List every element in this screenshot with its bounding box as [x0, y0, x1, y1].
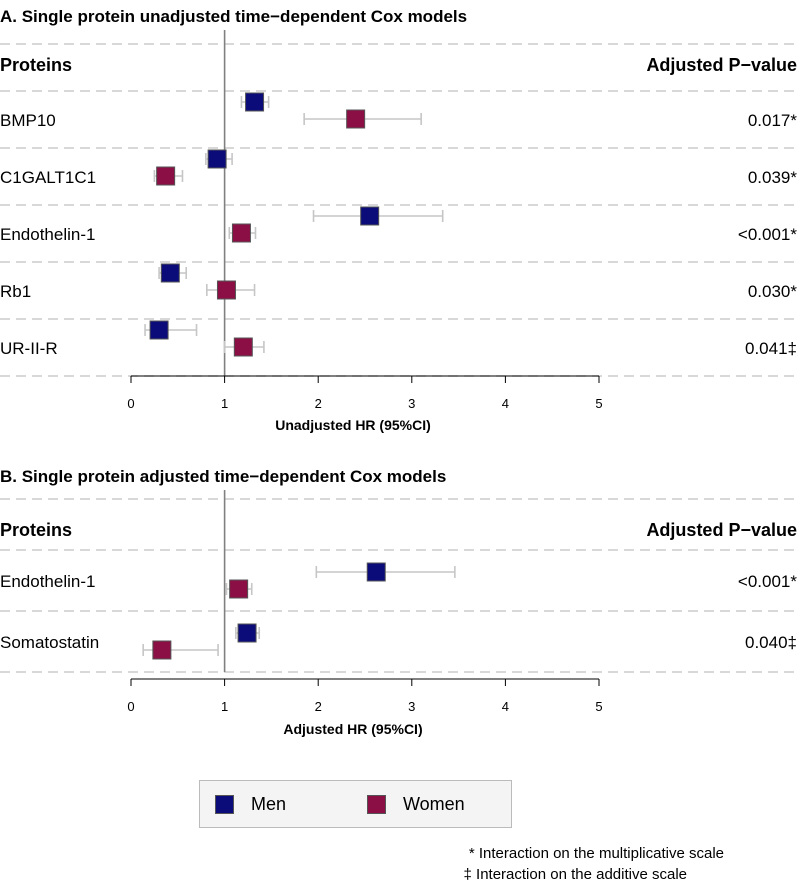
panel-b-x-tick-label: 0 [127, 699, 134, 714]
panel-b-x-axis-title: Adjusted HR (95%CI) [283, 721, 422, 737]
panel-b-x-tick-label: 5 [595, 699, 602, 714]
panel-b-p-value: 0.040‡ [745, 633, 797, 652]
panel-a-x-tick-label: 5 [595, 396, 602, 411]
panel-a-women-point [216, 280, 236, 300]
panel-a-protein-label: Rb1 [0, 282, 31, 301]
panel-a-title: A. Single protein unadjusted time−depend… [0, 7, 467, 26]
panel-a-men-point [207, 149, 227, 169]
panel-a-x-tick-label: 0 [127, 396, 134, 411]
legend: Men Women [199, 780, 512, 828]
panel-a-p-value: 0.017* [748, 111, 798, 130]
panel-a-x-tick-label: 4 [502, 396, 509, 411]
panel-a-p-value: <0.001* [738, 225, 797, 244]
panel-b-x-tick-label: 1 [221, 699, 228, 714]
panel-b-men-point [237, 623, 257, 643]
panel-a-women-point [346, 109, 366, 129]
panel-a-protein-label: UR-II-R [0, 339, 58, 358]
panel-a-p-value: 0.041‡ [745, 339, 797, 358]
panel-b-x-tick-label: 2 [315, 699, 322, 714]
legend-men-swatch [215, 795, 234, 814]
panel-b-x-tick-label: 3 [408, 699, 415, 714]
footnote-multiplicative: * Interaction on the multiplicative scal… [468, 845, 724, 862]
panel-a-women-point [233, 337, 253, 357]
panel-b-women-point [229, 579, 249, 599]
panel-b-protein-label: Somatostatin [0, 633, 99, 652]
panel-a-protein-label: Endothelin-1 [0, 225, 95, 244]
panel-b-header-proteins: Proteins [0, 520, 72, 540]
panel-a-women-point [156, 166, 176, 186]
legend-men-label: Men [251, 794, 287, 814]
panel-a-x-tick-label: 1 [221, 396, 228, 411]
panel-a-men-point [149, 320, 169, 340]
panel-a-men-point [360, 206, 380, 226]
panel-b-title: B. Single protein adjusted time−dependen… [0, 467, 446, 486]
panel-a-men-point [160, 263, 180, 283]
panel-a-x-tick-label: 3 [408, 396, 415, 411]
panel-b-women-point [152, 640, 172, 660]
panel-a-women-point [231, 223, 251, 243]
legend-women-swatch [367, 795, 386, 814]
panel-a-header-pvalue: Adjusted P−value [646, 55, 797, 75]
panel-a-x-axis-title: Unadjusted HR (95%CI) [275, 417, 431, 433]
legend-women-label: Women [403, 794, 465, 814]
panel-a-x-tick-label: 2 [315, 396, 322, 411]
panel-a-header-proteins: Proteins [0, 55, 72, 75]
panel-b-x-tick-label: 4 [502, 699, 509, 714]
panel-b-p-value: <0.001* [738, 572, 797, 591]
panel-a-men-point [245, 92, 265, 112]
panel-b-men-point [366, 562, 386, 582]
panel-a-p-value: 0.039* [748, 168, 798, 187]
panel-b-protein-label: Endothelin-1 [0, 572, 95, 591]
panel-a-protein-label: C1GALT1C1 [0, 168, 96, 187]
panel-a-p-value: 0.030* [748, 282, 798, 301]
footnote-additive: ‡ Interaction on the additive scale [463, 866, 687, 883]
panel-a-protein-label: BMP10 [0, 111, 56, 130]
panel-b-header-pvalue: Adjusted P−value [646, 520, 797, 540]
